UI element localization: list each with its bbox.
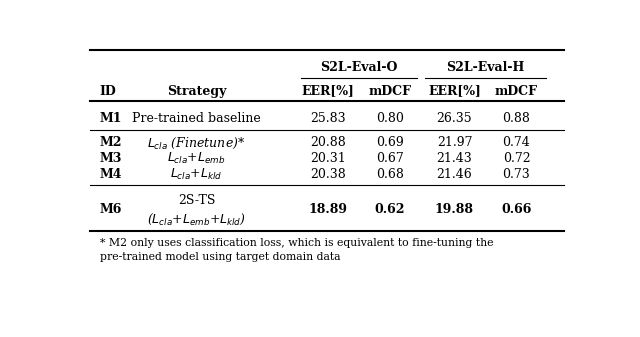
Text: M4: M4 [100, 167, 122, 181]
Text: M1: M1 [100, 112, 122, 125]
Text: 21.97: 21.97 [436, 136, 472, 149]
Text: 0.72: 0.72 [502, 152, 531, 165]
Text: mDCF: mDCF [495, 85, 538, 97]
Text: 20.88: 20.88 [310, 136, 346, 149]
Text: $L_{cla}$+$L_{emb}$: $L_{cla}$+$L_{emb}$ [167, 151, 226, 166]
Text: S2L-Eval-O: S2L-Eval-O [320, 61, 397, 74]
Text: mDCF: mDCF [369, 85, 412, 97]
Text: 26.35: 26.35 [436, 112, 472, 125]
Text: EER[%]: EER[%] [428, 85, 481, 97]
Text: pre-trained model using target domain data: pre-trained model using target domain da… [100, 252, 340, 262]
Text: 21.46: 21.46 [436, 167, 472, 181]
Text: $L_{cla}$+$L_{kld}$: $L_{cla}$+$L_{kld}$ [170, 166, 223, 182]
Text: 0.69: 0.69 [376, 136, 404, 149]
Text: 20.31: 20.31 [310, 152, 346, 165]
Text: * M2 only uses classification loss, which is equivalent to fine-tuning the: * M2 only uses classification loss, whic… [100, 238, 493, 248]
Text: Strategy: Strategy [167, 85, 227, 97]
Text: 0.74: 0.74 [502, 136, 531, 149]
Text: $L_{cla}$ (Finetune)*: $L_{cla}$ (Finetune)* [147, 135, 246, 151]
Text: S2L-Eval-H: S2L-Eval-H [446, 61, 525, 74]
Text: 0.62: 0.62 [375, 203, 405, 216]
Text: 25.83: 25.83 [310, 112, 346, 125]
Text: ID: ID [100, 85, 116, 97]
Text: 0.80: 0.80 [376, 112, 404, 125]
Text: 0.67: 0.67 [376, 152, 404, 165]
Text: 0.88: 0.88 [502, 112, 531, 125]
Text: EER[%]: EER[%] [301, 85, 355, 97]
Text: 20.38: 20.38 [310, 167, 346, 181]
Text: Pre-trained baseline: Pre-trained baseline [132, 112, 261, 125]
Text: 0.66: 0.66 [501, 203, 532, 216]
Text: 19.88: 19.88 [435, 203, 474, 216]
Text: ($L_{cla}$+$L_{emb}$+$L_{kld}$): ($L_{cla}$+$L_{emb}$+$L_{kld}$) [147, 212, 246, 227]
Text: M6: M6 [100, 203, 122, 216]
Text: 2S-TS: 2S-TS [178, 193, 215, 207]
Text: 0.73: 0.73 [502, 167, 531, 181]
Text: M2: M2 [100, 136, 122, 149]
Text: M3: M3 [100, 152, 122, 165]
Text: 0.68: 0.68 [376, 167, 404, 181]
Text: 18.89: 18.89 [308, 203, 348, 216]
Text: 21.43: 21.43 [436, 152, 472, 165]
